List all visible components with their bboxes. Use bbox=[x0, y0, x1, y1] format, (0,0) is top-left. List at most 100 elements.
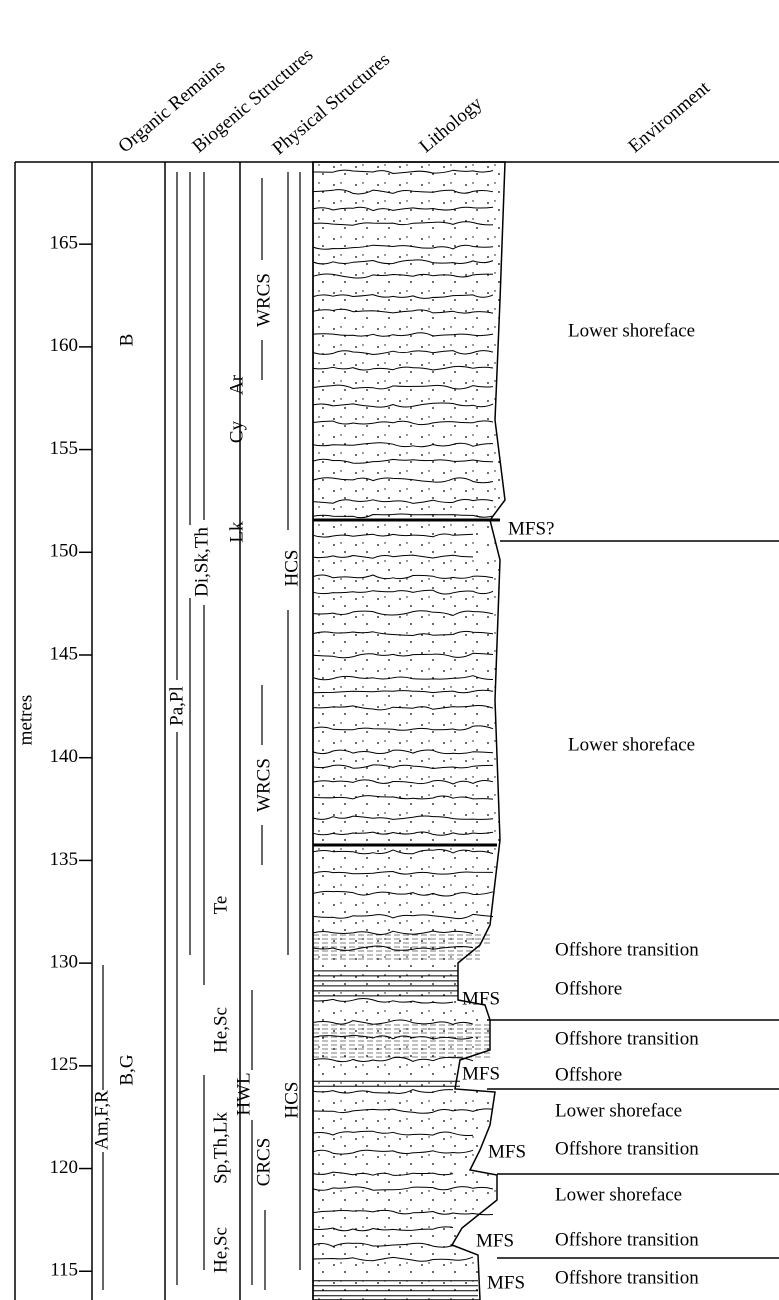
bedding-line bbox=[312, 795, 494, 800]
bedding-line bbox=[312, 930, 474, 935]
y-tick-label: 120 bbox=[50, 1157, 79, 1178]
environment-label: Offshore bbox=[555, 978, 622, 999]
biogenic-label: Cy bbox=[226, 420, 247, 443]
physical-label: CRCS bbox=[253, 1138, 274, 1187]
y-tick-label: 140 bbox=[50, 746, 79, 767]
column-header: Lithology bbox=[416, 93, 487, 158]
y-tick-label: 145 bbox=[50, 643, 79, 664]
bedding-line bbox=[312, 384, 494, 390]
bedding-line bbox=[312, 533, 474, 538]
biogenic-label: Sp,Th,Lk bbox=[210, 1112, 231, 1184]
bedding-line bbox=[312, 725, 494, 731]
bedding-line bbox=[312, 1226, 454, 1232]
bedding-line bbox=[312, 705, 494, 711]
y-tick-label: 160 bbox=[50, 335, 79, 356]
bedding-line bbox=[312, 1149, 474, 1155]
bedding-line bbox=[312, 1242, 454, 1248]
y-tick-label: 155 bbox=[50, 438, 79, 459]
biogenic-label: Ar bbox=[226, 374, 247, 395]
y-tick-label: 115 bbox=[50, 1260, 78, 1281]
bedding-line bbox=[312, 1034, 474, 1040]
bedding-line bbox=[312, 589, 494, 595]
bedding-line bbox=[312, 913, 494, 920]
organic-label: Am,F,R bbox=[91, 1090, 112, 1150]
y-tick-label: 165 bbox=[50, 233, 79, 254]
column-header: Environment bbox=[625, 77, 715, 157]
biogenic-label: Pa,Pl bbox=[166, 686, 187, 726]
bedding-line bbox=[312, 749, 494, 755]
bedding-line bbox=[312, 273, 494, 279]
surface-label: MFS bbox=[488, 1141, 526, 1162]
bedding-line bbox=[312, 689, 494, 694]
bedding-line bbox=[312, 998, 454, 1004]
y-tick-label: 130 bbox=[50, 951, 79, 972]
bedding-line bbox=[312, 169, 494, 175]
physical-label: HCS bbox=[281, 1082, 302, 1119]
bedding-line bbox=[312, 1256, 474, 1262]
surface-label: MFS bbox=[476, 1230, 514, 1251]
bedding-line bbox=[312, 815, 494, 820]
bedding-line bbox=[312, 332, 494, 337]
bedding-line bbox=[312, 945, 474, 951]
environment-label: Lower shoreface bbox=[568, 320, 695, 341]
bedding-line bbox=[312, 779, 494, 785]
biogenic-label: Te bbox=[210, 896, 231, 915]
bedding-line bbox=[312, 308, 494, 314]
bedding-line bbox=[312, 189, 494, 195]
bedding-line bbox=[312, 221, 494, 226]
physical-label: WRCS bbox=[253, 273, 274, 327]
physical-label: HCS bbox=[281, 550, 302, 587]
bedding-line bbox=[312, 652, 494, 659]
bedding-line bbox=[312, 1108, 494, 1114]
bedding-line bbox=[312, 458, 494, 464]
bedding-line bbox=[312, 206, 494, 212]
bedding-line bbox=[312, 1209, 494, 1216]
organic-label: B,G bbox=[116, 1054, 137, 1085]
environment-label: Offshore transition bbox=[555, 1229, 699, 1250]
environment-label: Offshore transition bbox=[555, 1028, 699, 1049]
bedding-line bbox=[312, 1186, 494, 1191]
biogenic-label: Lk bbox=[226, 521, 247, 543]
y-tick-label: 125 bbox=[50, 1054, 79, 1075]
surface-label: MFS bbox=[462, 988, 500, 1009]
bedding-line bbox=[312, 442, 494, 448]
bedding-line bbox=[312, 1056, 474, 1063]
surface-label: MFS bbox=[462, 1063, 500, 1084]
lithology-body bbox=[312, 161, 506, 1300]
environment-label: Lower shoreface bbox=[555, 1100, 682, 1121]
bedding-line bbox=[312, 1089, 454, 1094]
surface-label: MFS bbox=[487, 1272, 525, 1293]
biogenic-label: He,Sc bbox=[210, 1227, 231, 1273]
biogenic-label: Di,Sk,Th bbox=[191, 527, 212, 597]
y-tick-label: 135 bbox=[50, 849, 79, 870]
physical-label: HWL bbox=[233, 1072, 254, 1115]
bedding-line bbox=[312, 244, 494, 250]
lithology-column bbox=[312, 161, 506, 1300]
bedding-line bbox=[312, 498, 494, 504]
bedding-line bbox=[312, 675, 494, 681]
bedding-line bbox=[312, 849, 494, 855]
biogenic-label: He,Sc bbox=[210, 1007, 231, 1053]
organic-label: B bbox=[116, 334, 137, 347]
bedding-line bbox=[312, 350, 494, 356]
bedding-line bbox=[312, 630, 494, 637]
bedding-line bbox=[312, 890, 494, 897]
bedding-line bbox=[312, 1130, 474, 1137]
environment-label: Offshore transition bbox=[555, 1138, 699, 1159]
environment-label: Lower shoreface bbox=[568, 734, 695, 755]
bedding-line bbox=[312, 513, 494, 519]
bedding-line bbox=[312, 1019, 474, 1025]
bedding-line bbox=[312, 259, 494, 265]
bedding-line bbox=[312, 365, 494, 371]
bedding-line bbox=[312, 477, 494, 484]
bedding-line bbox=[312, 554, 474, 559]
bedding-line bbox=[312, 1171, 454, 1176]
physical-label: WRCS bbox=[253, 758, 274, 812]
bedding-line bbox=[312, 402, 494, 408]
y-tick-label: 150 bbox=[50, 541, 79, 562]
bedding-line bbox=[312, 420, 494, 426]
bedding-line bbox=[312, 610, 494, 617]
environment-label: Offshore transition bbox=[555, 939, 699, 960]
axis-label: metres bbox=[15, 695, 36, 746]
